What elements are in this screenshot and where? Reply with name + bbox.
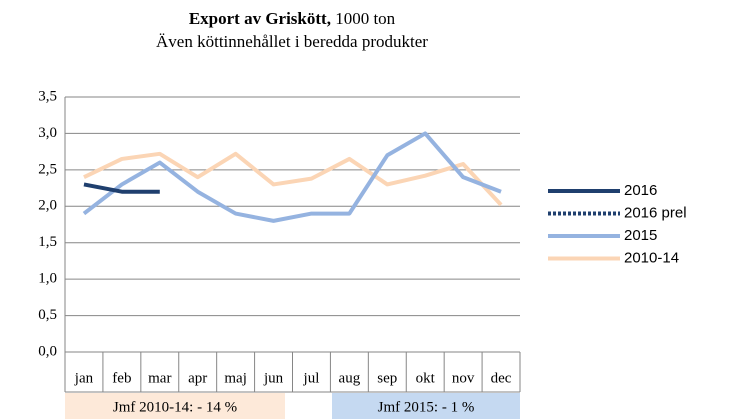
title-suffix: 1000 ton — [335, 9, 395, 28]
y-tick-label: 0,5 — [38, 307, 57, 323]
legend-label: 2016 — [624, 182, 657, 199]
legend-label: 2015 — [624, 227, 657, 244]
x-tick-label: apr — [188, 370, 207, 386]
y-tick-label: 2,5 — [38, 161, 57, 177]
annotation-text: Jmf 2010-14: - 14 % — [113, 399, 237, 415]
legend-label: 2016 prel — [624, 204, 687, 221]
series-line — [83, 182, 160, 194]
y-tick-label: 1,5 — [38, 234, 57, 250]
y-tick-label: 0,0 — [38, 343, 57, 359]
y-tick-label: 3,5 — [38, 88, 57, 104]
x-tick-label: jun — [263, 370, 284, 386]
y-tick-label: 2,0 — [38, 198, 57, 214]
annotation-box — [332, 393, 520, 419]
x-tick-label: sep — [377, 370, 397, 386]
series-line — [82, 131, 502, 223]
y-tick-label: 1,0 — [38, 271, 57, 287]
x-tick-label: dec — [491, 370, 512, 386]
title-main: Export av Griskött, — [189, 9, 331, 28]
x-tick-label: jul — [303, 370, 320, 386]
annotation-box — [65, 393, 285, 419]
x-tick-label: jan — [74, 370, 94, 386]
x-tick-label: aug — [339, 370, 361, 386]
series-line — [83, 151, 503, 207]
x-tick-label: okt — [416, 370, 436, 386]
x-tick-label: maj — [224, 370, 247, 386]
y-tick-label: 3,0 — [38, 125, 57, 141]
legend-label: 2010-14 — [624, 249, 679, 266]
x-tick-label: feb — [112, 370, 131, 386]
chart-title: Export av Griskött, 1000 ton — [189, 9, 396, 28]
x-tick-label: nov — [452, 370, 475, 386]
chart-subtitle: Även köttinnehållet i beredda produkter — [156, 32, 428, 51]
annotation-text: Jmf 2015: - 1 % — [378, 399, 475, 415]
x-tick-label: mar — [148, 370, 171, 386]
